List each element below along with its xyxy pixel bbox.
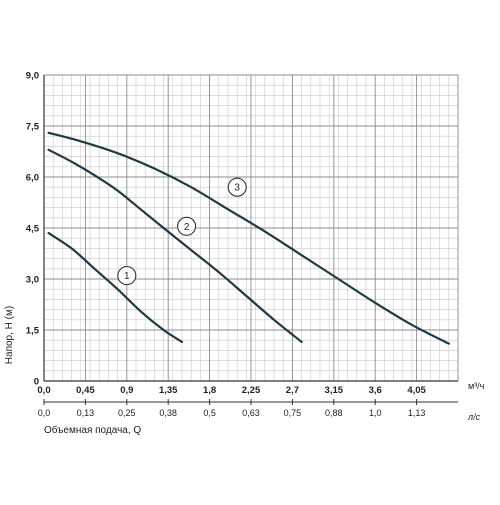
- y-tick-label: 9,0: [26, 71, 39, 82]
- x-axis-label: Объемная подача, Q: [44, 424, 141, 436]
- curve-label-circle: [177, 216, 197, 236]
- curve-label-circle: [117, 266, 137, 286]
- curve-label-circle: [227, 177, 247, 197]
- y-axis-label: Напор, Н (м): [4, 306, 15, 364]
- x2-tick-label: 1,13: [408, 408, 426, 418]
- y-tick-label: 4,5: [26, 224, 40, 235]
- series-curve-3: [47, 131, 450, 345]
- x-tick-label: 3,6: [369, 385, 382, 396]
- curve-label-2: 2: [184, 222, 190, 233]
- axes: 0 1,5 3,0 4,5 6,0 7,5 9,0 0,0 0,45 0,9 1,35 1,8 2,25…: [26, 71, 458, 418]
- curve-label-3: 3: [234, 183, 240, 194]
- x-axis-unit-top: м³/ч: [468, 381, 485, 391]
- x-tick-label: 0,9: [120, 385, 133, 396]
- x2-tick-label: 0,0: [38, 408, 51, 418]
- y-tick-label: 7,5: [26, 122, 40, 133]
- series-curve-1: [47, 232, 184, 343]
- major-grid: [43, 74, 459, 382]
- x-tick-label: 4,05: [407, 385, 426, 396]
- curve-label-1: 1: [124, 271, 130, 282]
- x2-tick-label: 0,75: [284, 408, 302, 418]
- x-axis-unit-bottom: л/с: [467, 412, 481, 422]
- x2-tick-label: 0,38: [159, 408, 177, 418]
- x2-tick-label: 0,5: [203, 408, 216, 418]
- x2-tick-label: 1,0: [369, 408, 382, 418]
- x2-tick-label: 0,63: [242, 408, 260, 418]
- x-tick-label: 1,35: [159, 385, 178, 396]
- x-tick-label: 3,15: [325, 385, 344, 396]
- y-tick-label: 3,0: [26, 275, 39, 286]
- curve-labels: 1 2 3: [117, 177, 247, 286]
- y-tick-label: 1,5: [26, 326, 40, 337]
- x2-tick-label: 0,88: [325, 408, 343, 418]
- y-tick-label: 6,0: [26, 173, 39, 184]
- x-tick-label: 2,25: [242, 385, 261, 396]
- series-layer: [47, 131, 450, 345]
- x2-tick-label: 0,13: [77, 408, 95, 418]
- y-tick-label: 0: [34, 377, 39, 388]
- x-tick-label: 1,8: [203, 385, 216, 396]
- x2-tick-label: 0,25: [118, 408, 136, 418]
- x-tick-label: 0,45: [76, 385, 95, 396]
- x-tick-label: 0,0: [37, 385, 50, 396]
- series-curve-2: [47, 148, 303, 343]
- x-tick-label: 2,7: [286, 385, 299, 396]
